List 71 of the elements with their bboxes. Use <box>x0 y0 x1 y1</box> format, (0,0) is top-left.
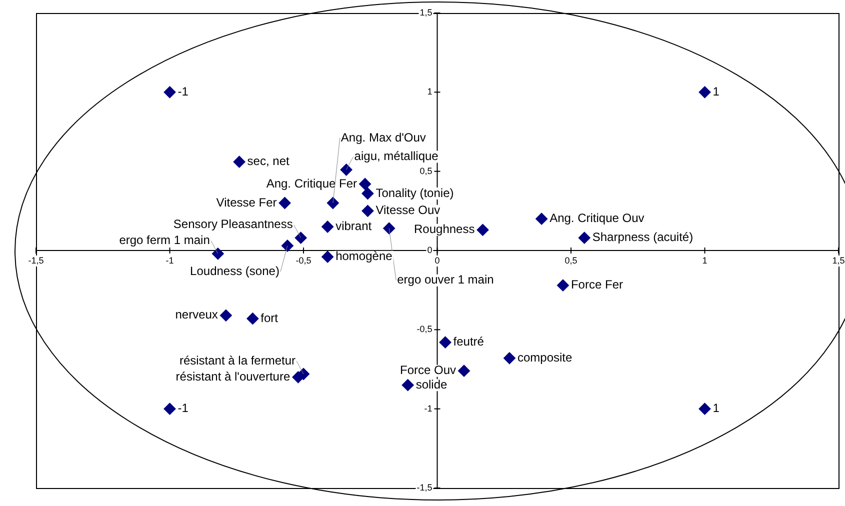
x-tick-label: 0,5 <box>564 255 578 266</box>
annotation: Ang. Max d'Ouv <box>340 130 426 144</box>
y-tick-label: -1,5 <box>416 482 432 492</box>
annotation: nerveux <box>175 308 218 322</box>
point <box>578 232 590 244</box>
point <box>362 204 374 217</box>
annotation: 1 <box>712 84 720 98</box>
annotation: Sharpness (acuité) <box>592 230 694 244</box>
point <box>503 352 516 364</box>
annotation: -1 <box>178 84 189 98</box>
point <box>556 279 569 292</box>
point <box>698 86 711 98</box>
point <box>233 156 246 168</box>
annotation: Force Fer <box>570 278 623 292</box>
point <box>294 232 307 244</box>
point <box>278 197 291 209</box>
x-tick-label: 1,5 <box>832 255 845 266</box>
point <box>212 248 224 260</box>
point <box>281 240 294 252</box>
annotation: homogène <box>336 249 393 264</box>
annotation: Vitesse Ouv <box>376 203 440 218</box>
annotation: résistant à l'ouverture <box>176 369 290 384</box>
annotation: Roughness <box>414 222 475 236</box>
annotation: vibrant <box>336 219 372 234</box>
annotation: aigu, métallique <box>354 149 439 164</box>
point <box>383 222 396 234</box>
point <box>476 224 489 236</box>
x-tick-label: -1,5 <box>28 255 44 266</box>
annotation: Loudness (sone) <box>190 264 280 278</box>
point <box>402 379 414 392</box>
point <box>439 336 452 348</box>
point <box>164 402 176 415</box>
annotation: Ang. Critique Ouv <box>550 211 644 226</box>
annotation: Vitesse Fer <box>216 195 277 210</box>
y-tick-label: 0 <box>427 244 432 255</box>
x-tick-label: 1 <box>702 255 708 266</box>
y-tick-label: -0,5 <box>416 324 432 334</box>
point <box>220 309 232 322</box>
point <box>164 86 176 98</box>
x-tick-label: -0,5 <box>296 255 312 266</box>
point <box>359 178 372 190</box>
point <box>698 402 711 415</box>
point <box>298 368 310 380</box>
point <box>458 364 470 377</box>
annotation: Ang. Critique Fer <box>266 176 358 190</box>
x-tick-label: -1 <box>166 255 174 266</box>
point <box>340 164 352 176</box>
annotation: ergo ouver 1 main <box>397 272 494 287</box>
annotation: Force Ouv <box>400 363 456 378</box>
y-tick-label: -1 <box>424 403 432 414</box>
annotation: Tonality (tonie) <box>376 186 454 200</box>
y-tick-label: 1 <box>427 86 432 97</box>
annotation: solide <box>416 377 448 392</box>
point <box>322 250 334 263</box>
y-tick-label: 0,5 <box>420 166 432 176</box>
annotation: -1 <box>178 401 189 416</box>
annotation: Sensory Pleasantness <box>173 217 293 232</box>
annotation: résistant à la fermetur <box>179 353 296 368</box>
annotation: feutré <box>453 334 484 349</box>
y-tick-label: 1,5 <box>420 7 432 18</box>
point <box>536 212 548 225</box>
x-tick-label: 0 <box>434 255 440 266</box>
annotation: sec, net <box>247 154 290 168</box>
annotation: 1 <box>712 401 720 416</box>
annotation: fort <box>260 310 279 325</box>
annotation: composite <box>517 350 572 364</box>
point <box>246 312 259 325</box>
point <box>362 188 374 200</box>
annotation: ergo ferm 1 main <box>119 232 210 247</box>
point <box>326 197 339 209</box>
point <box>322 220 334 233</box>
